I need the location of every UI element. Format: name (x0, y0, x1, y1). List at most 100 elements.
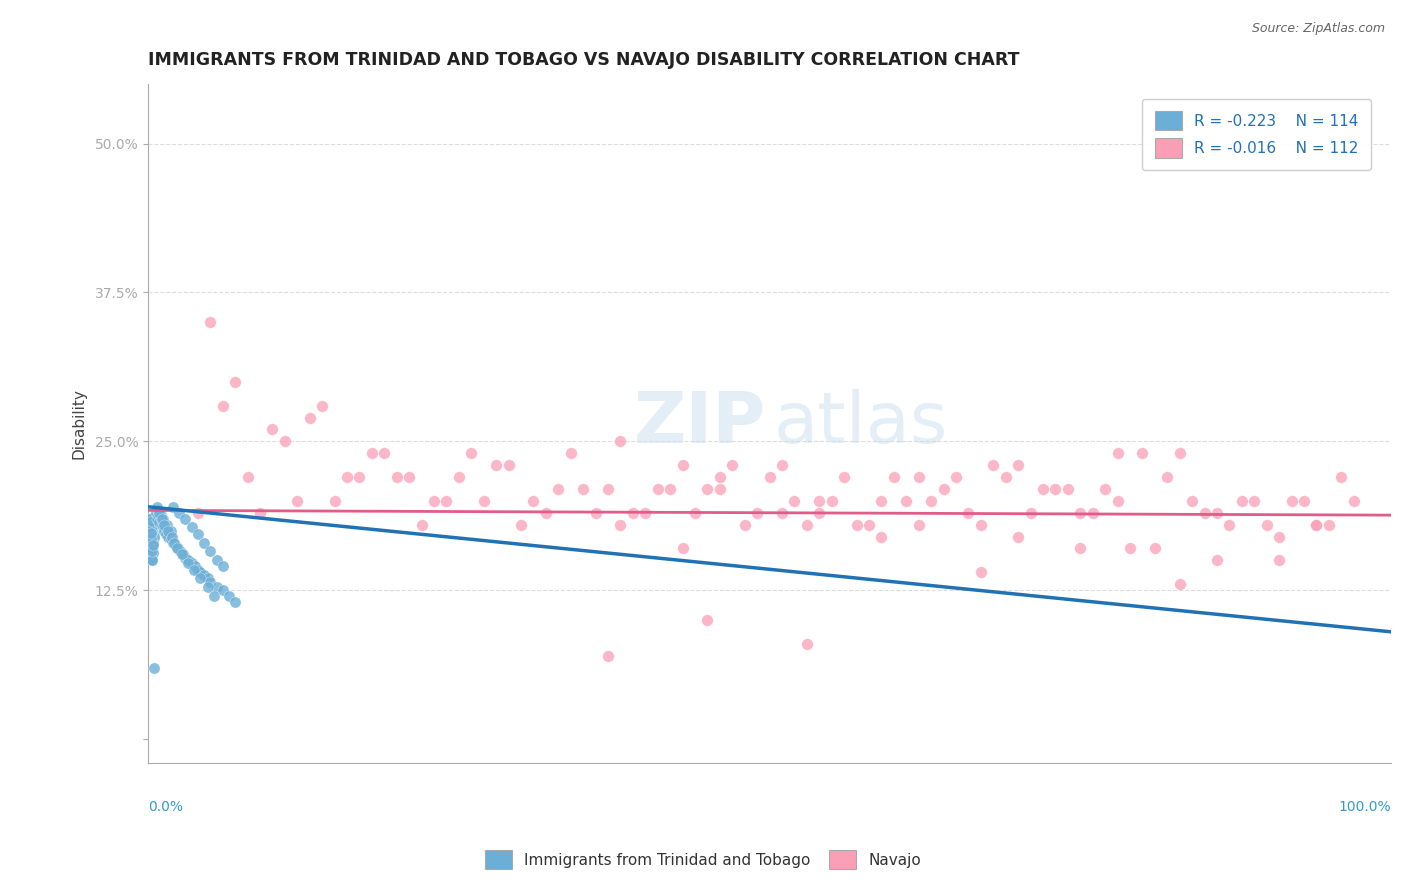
Point (460, 446, 482, 460)
Point (1268, 553, 1291, 567)
Point (187, 563, 209, 577)
Point (671, 541, 693, 556)
Point (138, 538, 160, 552)
Point (141, 541, 163, 556)
Point (141, 530, 163, 544)
Point (167, 506, 190, 520)
Point (832, 470, 855, 484)
Point (150, 517, 173, 532)
Point (596, 648, 619, 663)
Point (758, 470, 780, 484)
Point (1206, 553, 1229, 567)
Point (155, 527, 177, 541)
Point (202, 589, 225, 603)
Point (808, 506, 831, 520)
Point (149, 510, 172, 524)
Point (808, 493, 831, 508)
Point (1057, 482, 1080, 496)
Point (197, 580, 219, 594)
Point (138, 512, 160, 526)
Point (659, 482, 682, 496)
Point (143, 527, 166, 541)
Point (510, 517, 533, 532)
Point (141, 514, 163, 528)
Point (141, 533, 163, 548)
Point (193, 535, 215, 549)
Point (1143, 541, 1166, 556)
Point (1168, 446, 1191, 460)
Point (139, 524, 162, 538)
Point (142, 517, 165, 532)
Point (1243, 493, 1265, 508)
Point (596, 482, 619, 496)
Point (218, 589, 240, 603)
Point (159, 532, 181, 546)
Point (981, 458, 1004, 472)
Point (1107, 446, 1129, 460)
Point (205, 580, 228, 594)
Point (1218, 517, 1240, 532)
Point (180, 556, 202, 570)
Point (709, 470, 731, 484)
Point (845, 517, 868, 532)
Point (149, 508, 172, 523)
Point (163, 535, 186, 549)
Point (141, 524, 163, 539)
Point (522, 493, 544, 508)
Point (336, 470, 359, 484)
Point (734, 517, 756, 532)
Point (138, 549, 160, 563)
Point (447, 470, 470, 484)
Point (1107, 493, 1129, 508)
Point (770, 506, 793, 520)
Point (141, 516, 163, 531)
Point (150, 512, 173, 526)
Point (157, 524, 180, 538)
Point (1032, 482, 1054, 496)
Point (187, 527, 209, 541)
Point (172, 548, 194, 562)
Point (152, 520, 174, 534)
Point (1281, 493, 1303, 508)
Point (572, 482, 595, 496)
Point (1119, 541, 1142, 556)
Point (211, 583, 233, 598)
Point (1019, 506, 1042, 520)
Point (1206, 506, 1229, 520)
Point (211, 559, 233, 574)
Point (1081, 506, 1104, 520)
Point (184, 559, 207, 574)
Point (211, 399, 233, 413)
Point (142, 545, 165, 559)
Point (139, 517, 162, 532)
Point (796, 517, 818, 532)
Point (142, 535, 165, 549)
Point (141, 514, 163, 528)
Point (170, 548, 193, 562)
Point (907, 470, 929, 484)
Point (146, 500, 169, 514)
Point (139, 523, 162, 537)
Legend: Immigrants from Trinidad and Tobago, Navajo: Immigrants from Trinidad and Tobago, Nav… (478, 844, 928, 875)
Point (197, 571, 219, 585)
Point (1094, 482, 1116, 496)
Point (146, 508, 169, 523)
Point (249, 506, 271, 520)
Point (177, 556, 200, 570)
Point (721, 458, 744, 472)
Point (970, 566, 993, 580)
Point (139, 526, 162, 541)
Point (153, 524, 176, 538)
Point (157, 530, 180, 544)
Point (200, 574, 222, 589)
Point (138, 548, 160, 562)
Point (139, 513, 162, 527)
Point (385, 470, 408, 484)
Point (485, 458, 508, 472)
Point (1194, 506, 1216, 520)
Point (148, 516, 170, 530)
Point (138, 520, 160, 534)
Point (1156, 470, 1178, 484)
Point (634, 506, 657, 520)
Point (139, 551, 162, 566)
